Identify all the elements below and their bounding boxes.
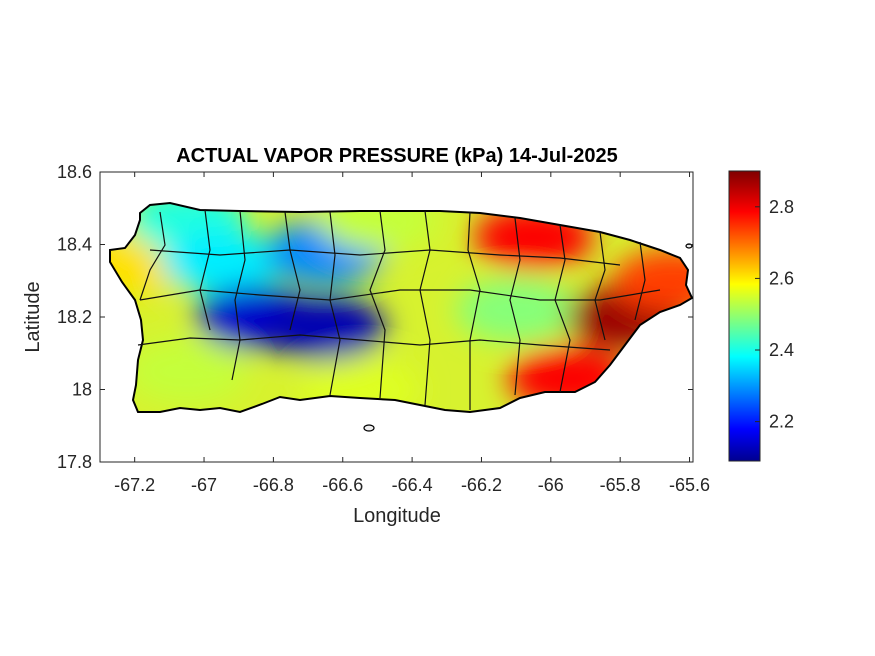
field-region: [456, 277, 577, 342]
x-tick-label: -66.2: [461, 475, 502, 495]
municipality-line: [149, 249, 621, 266]
x-tick-label: -66.8: [253, 475, 294, 495]
island-map: [109, 201, 694, 432]
colorbar-tick-label: 2.2: [769, 412, 794, 432]
field-region: [126, 339, 247, 404]
y-tick-label: 18.6: [57, 162, 92, 182]
x-tick-label: -65.8: [600, 475, 641, 495]
y-tick-label: 17.8: [57, 452, 92, 472]
island-outline: [109, 201, 694, 414]
colorbar-gradient: [728, 170, 761, 462]
municipality-line: [199, 209, 211, 331]
field-region: [612, 248, 692, 313]
x-tick-label: -66.6: [322, 475, 363, 495]
x-tick-label: -67: [191, 475, 217, 495]
municipality-line: [284, 211, 301, 331]
municipality-line: [139, 289, 661, 301]
field-region: [265, 295, 386, 360]
y-tick-label: 18.4: [57, 235, 92, 255]
municipality-line: [139, 211, 166, 301]
municipality-line: [369, 210, 386, 399]
offshore-islets: [363, 243, 693, 432]
municipality-line: [509, 217, 521, 396]
y-axis-label: Latitude: [22, 281, 44, 352]
x-axis-label: Longitude: [353, 505, 441, 527]
municipality-line: [231, 210, 246, 381]
y-tick-label: 18.2: [57, 307, 92, 327]
y-axis: 17.8 18 18.2 18.4 18.6: [57, 162, 693, 472]
field-region: [161, 230, 282, 295]
y-tick-label: 18: [72, 380, 92, 400]
x-tick-label: -66.4: [392, 475, 433, 495]
colorbar-tick-label: 2.6: [769, 268, 794, 288]
x-tick-label: -65.6: [669, 475, 710, 495]
chart-title: ACTUAL VAPOR PRESSURE (kPa) 14-Jul-2025: [176, 145, 618, 167]
x-tick-label: -66: [538, 475, 564, 495]
x-tick-label: -67.2: [114, 475, 155, 495]
x-axis: -67.2 -67 -66.8 -66.6 -66.4 -66.2 -66 -65.8 -65.…: [114, 172, 710, 495]
municipality-boundaries: [137, 209, 661, 410]
municipality-line: [594, 231, 606, 341]
colorbar-tick-label: 2.8: [769, 197, 794, 217]
colorbar-ticks: 2.2 2.4 2.6 2.8: [755, 197, 794, 432]
colorbar-tick-label: 2.4: [769, 340, 794, 360]
colorbar: 2.2 2.4 2.6 2.8: [728, 170, 794, 462]
municipality-line: [634, 241, 646, 321]
municipality-line: [137, 334, 611, 351]
caja-de-muertos-islet: [363, 424, 375, 432]
municipality-line: [467, 211, 481, 410]
